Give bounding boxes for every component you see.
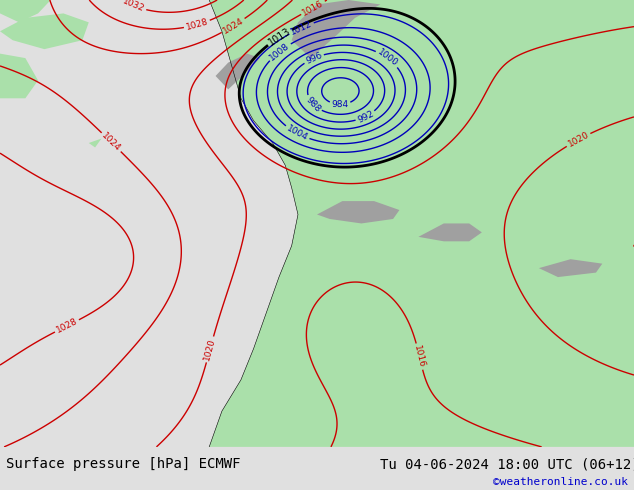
Polygon shape <box>209 0 634 447</box>
Polygon shape <box>89 139 101 147</box>
Text: 1008: 1008 <box>268 41 292 62</box>
Text: Tu 04-06-2024 18:00 UTC (06+12): Tu 04-06-2024 18:00 UTC (06+12) <box>380 457 634 471</box>
Text: 1028: 1028 <box>184 17 209 32</box>
Text: Surface pressure [hPa] ECMWF: Surface pressure [hPa] ECMWF <box>6 457 241 471</box>
Polygon shape <box>0 0 51 23</box>
Text: 1016: 1016 <box>301 0 325 17</box>
Text: 1032: 1032 <box>121 0 146 14</box>
Text: 1004: 1004 <box>285 124 309 143</box>
Text: 1020: 1020 <box>566 130 591 149</box>
Text: 996: 996 <box>304 50 323 66</box>
Text: 988: 988 <box>304 95 322 114</box>
Polygon shape <box>418 223 482 241</box>
Text: ©weatheronline.co.uk: ©weatheronline.co.uk <box>493 477 628 487</box>
Polygon shape <box>317 201 399 223</box>
Text: 984: 984 <box>332 99 349 109</box>
Text: 1016: 1016 <box>412 344 427 369</box>
Text: 1012: 1012 <box>289 19 314 37</box>
Polygon shape <box>539 259 602 277</box>
Text: 1013: 1013 <box>267 26 293 48</box>
Polygon shape <box>216 53 260 89</box>
Text: 992: 992 <box>356 109 375 124</box>
Text: 1024: 1024 <box>100 131 122 153</box>
Polygon shape <box>0 13 89 49</box>
Text: 1000: 1000 <box>375 48 399 69</box>
Text: 1024: 1024 <box>221 16 245 35</box>
Polygon shape <box>0 53 38 98</box>
Polygon shape <box>292 0 380 58</box>
Text: 1028: 1028 <box>55 317 79 335</box>
Text: 1020: 1020 <box>203 337 217 362</box>
